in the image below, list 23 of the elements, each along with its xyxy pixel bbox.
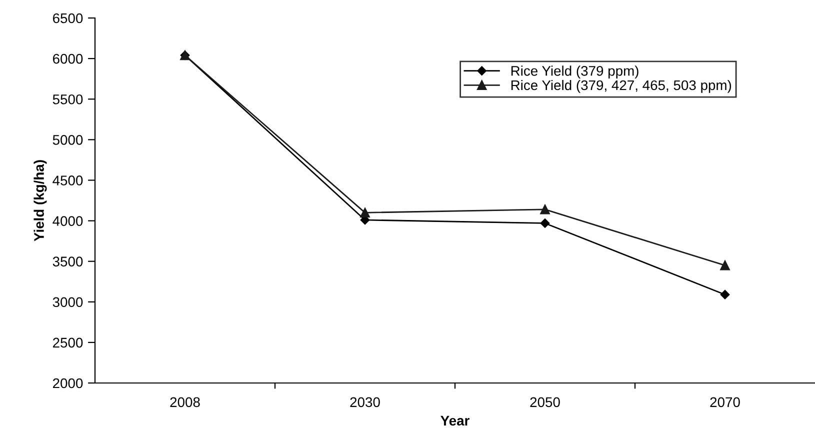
y-tick-label: 2000 — [53, 378, 83, 388]
point — [540, 204, 550, 214]
y-tick-label: 3000 — [52, 297, 83, 308]
y-tick-label: 2500 — [53, 338, 83, 348]
y-tick-label: 4000 — [52, 216, 83, 226]
point — [540, 218, 550, 228]
point — [720, 260, 730, 270]
x-tick-label: 2070 — [710, 397, 740, 408]
y-tick-label: 4500 — [52, 176, 83, 186]
y-tick-label: 6500 — [53, 13, 83, 24]
x-tick-label: 2050 — [530, 397, 560, 408]
y-tick-label: 5500 — [52, 94, 83, 104]
legend-label: Rice Yield (379, 427, 465, 503 ppm) — [511, 80, 732, 93]
x-axis-title: Year — [440, 416, 470, 426]
point — [360, 208, 370, 218]
point — [720, 290, 730, 300]
y-tick-label: 3500 — [52, 256, 83, 267]
y-axis-title: Yield (kg/ha) — [34, 160, 47, 242]
legend-label: Rice Yield (379 ppm) — [511, 66, 638, 79]
y-tick-label: 5000 — [52, 135, 83, 145]
x-tick-label: 2008 — [170, 397, 200, 408]
x-tick-label: 2030 — [350, 397, 380, 408]
y-tick-label: 6000 — [53, 54, 83, 64]
